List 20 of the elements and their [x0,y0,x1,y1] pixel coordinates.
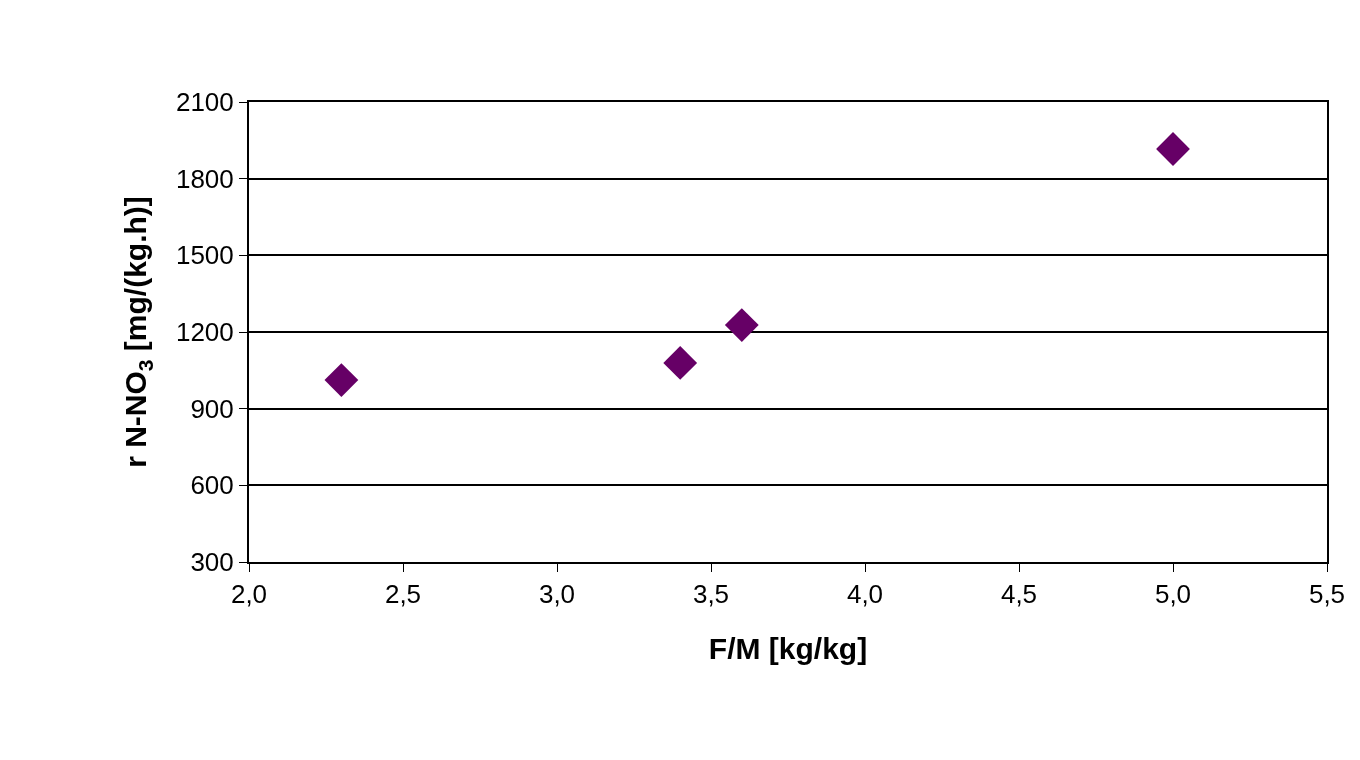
point [663,346,698,380]
point [1156,132,1190,166]
y-tick-label: 1800 [175,163,234,194]
y-tick-label: 1500 [175,240,234,271]
x-tick-label: 3,5 [692,579,730,610]
y-tick-label: 600 [190,470,234,501]
y-tick-label: 900 [190,393,234,424]
x-tick-label: 4,0 [846,579,884,610]
point [324,363,359,397]
x-tick-label: 2,0 [230,579,268,610]
x-tick-label: 3,0 [538,579,576,610]
x-tick-label: 2,5 [384,579,422,610]
y-tick-label: 2100 [175,87,234,118]
y-tick-label: 300 [190,547,234,578]
point [724,308,759,342]
x-tick-label: 5,0 [1154,579,1192,610]
x-tick-label: 4,5 [1000,579,1038,610]
x-tick-label: 5,5 [1308,579,1346,610]
y-tick-label: 1200 [175,317,234,348]
x-axis-title: F/M [kg/kg] [708,632,868,666]
